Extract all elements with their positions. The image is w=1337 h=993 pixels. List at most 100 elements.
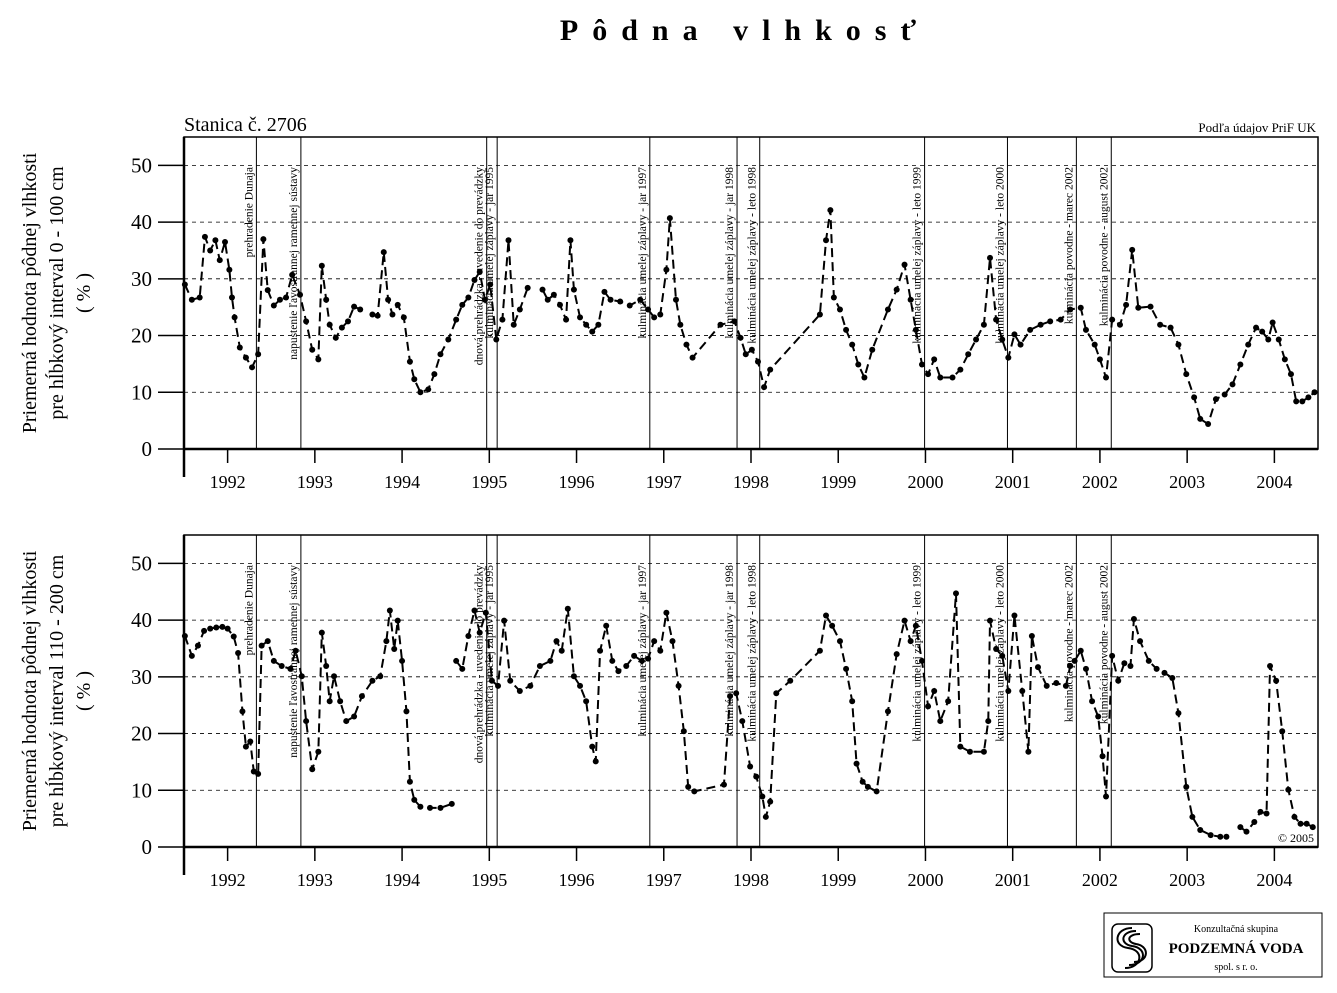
data-point (235, 649, 242, 656)
data-point (1129, 246, 1136, 253)
x-tick-label: 2001 (995, 472, 1031, 492)
data-point (980, 748, 987, 755)
data-point (1005, 688, 1012, 694)
data-point (228, 294, 235, 301)
x-tick-label: 1996 (559, 472, 595, 492)
data-point (377, 673, 384, 680)
data-point (937, 374, 944, 381)
data-point (717, 321, 724, 328)
data-point (1037, 321, 1044, 328)
data-point (403, 708, 410, 715)
data-point (931, 356, 938, 363)
data-point (1281, 356, 1288, 363)
data-point (823, 237, 830, 244)
data-point (276, 296, 283, 303)
data-point (289, 271, 296, 278)
data-point (767, 366, 774, 373)
data-point (570, 286, 577, 293)
data-point (425, 386, 432, 393)
event-label: kulminácia umelej záplavy - jar 1995 (484, 565, 496, 737)
data-point (1183, 371, 1190, 378)
event-label: kulminácia umelej záplavy - jar 1998 (724, 565, 736, 737)
data-point (406, 778, 413, 785)
data-point (1287, 371, 1294, 378)
data-point (901, 261, 908, 268)
y-axis-label: ( % ) (73, 273, 95, 313)
event-label: kulminácia umelej záplavy - leto 1999 (912, 167, 924, 344)
data-point (264, 287, 271, 294)
x-tick-label: 2003 (1169, 870, 1205, 890)
data-point (556, 301, 563, 308)
data-point (465, 294, 472, 301)
data-point (437, 804, 444, 811)
data-point (323, 663, 330, 670)
data-point (1297, 820, 1304, 827)
y-tick-label: 30 (131, 267, 152, 291)
data-point (1123, 301, 1130, 308)
data-point (1197, 826, 1204, 833)
data-point (351, 713, 358, 720)
data-point (601, 288, 608, 295)
data-point (1089, 698, 1096, 705)
data-point (1237, 824, 1244, 831)
data-point (213, 624, 220, 631)
data-point (1121, 660, 1128, 667)
data-point (603, 622, 610, 629)
data-point (980, 321, 987, 328)
data-point (1103, 793, 1110, 800)
data-point (1077, 647, 1084, 654)
data-point (309, 346, 316, 353)
y-axis-label: pre hĺbkový interval 0 - 100 cm (44, 166, 68, 420)
data-point (1265, 336, 1272, 343)
data-point (663, 266, 670, 273)
x-tick-label: 1998 (733, 472, 769, 492)
data-point (1109, 652, 1116, 659)
data-point (231, 314, 238, 321)
data-point (1130, 615, 1137, 622)
data-point (239, 708, 246, 715)
data-point (1147, 303, 1154, 310)
data-point (689, 354, 696, 361)
data-point (577, 314, 584, 321)
data-point (683, 341, 690, 348)
data-point (901, 617, 908, 624)
data-point (221, 238, 228, 245)
data-point (493, 336, 500, 343)
data-point (459, 301, 466, 308)
data-point (855, 361, 862, 368)
data-point (287, 665, 294, 672)
x-tick-label: 1992 (210, 472, 246, 492)
y-tick-label: 40 (131, 210, 152, 234)
data-point (570, 673, 577, 680)
data-point (1082, 665, 1089, 672)
data-point (495, 682, 502, 689)
x-tick-label: 2000 (907, 472, 943, 492)
data-point (589, 743, 596, 750)
data-point (952, 590, 959, 597)
data-point (505, 237, 512, 244)
data-point (201, 233, 208, 240)
data-point (369, 311, 376, 318)
event-label: kulminácia umelej záplavy - leto 1998 (747, 167, 759, 344)
data-point (298, 673, 305, 680)
data-point (323, 296, 330, 303)
y-axis-label: pre hĺbkový interval 110 - 200 cm (44, 554, 68, 827)
data-point (351, 303, 358, 310)
data-point (411, 376, 418, 383)
data-point (631, 652, 638, 659)
data-point (1077, 304, 1084, 311)
data-point (283, 294, 290, 301)
data-point (201, 627, 208, 634)
data-point (1285, 786, 1292, 793)
y-tick-label: 10 (131, 778, 152, 802)
data-point (453, 657, 460, 664)
x-tick-label: 1995 (471, 472, 507, 492)
data-point (181, 632, 188, 639)
data-point (1027, 326, 1034, 333)
event-label: kulminácia umelej záplavy - jar 1997 (637, 167, 649, 339)
x-tick-label: 1994 (384, 870, 420, 890)
data-point (338, 324, 345, 331)
event-label: prehradenie Dunaja (243, 565, 255, 655)
data-point (1011, 331, 1018, 338)
data-point (544, 296, 551, 303)
